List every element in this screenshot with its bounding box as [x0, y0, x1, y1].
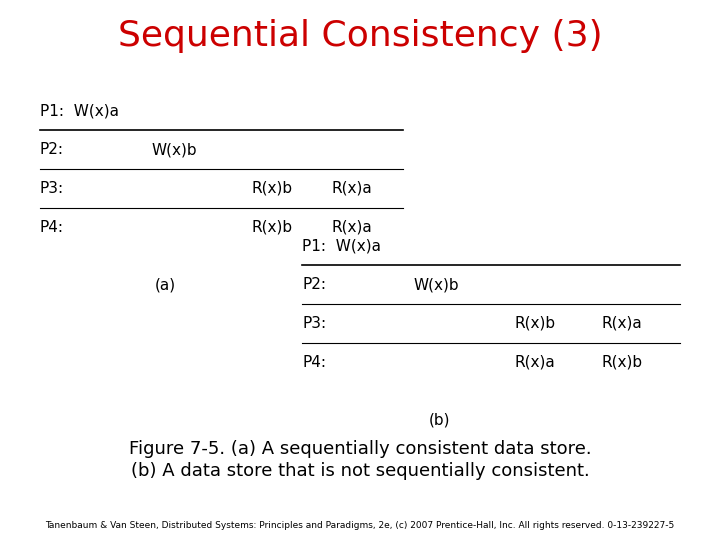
Text: (b): (b) — [428, 412, 450, 427]
Text: R(x)b: R(x)b — [252, 220, 293, 235]
Text: W(x)b: W(x)b — [414, 277, 459, 292]
Text: W(x)b: W(x)b — [151, 142, 197, 157]
Text: Figure 7-5. (a) A sequentially consistent data store.: Figure 7-5. (a) A sequentially consisten… — [129, 440, 591, 458]
Text: (b) A data store that is not sequentially consistent.: (b) A data store that is not sequentiall… — [130, 462, 590, 480]
Text: P1:  W(x)a: P1: W(x)a — [40, 103, 119, 118]
Text: R(x)b: R(x)b — [515, 316, 556, 331]
Text: R(x)a: R(x)a — [601, 316, 642, 331]
Text: P4:: P4: — [40, 220, 63, 235]
Text: P1:  W(x)a: P1: W(x)a — [302, 238, 382, 253]
Text: P3:: P3: — [40, 181, 64, 196]
Text: R(x)a: R(x)a — [331, 181, 372, 196]
Text: Tanenbaum & Van Steen, Distributed Systems: Principles and Paradigms, 2e, (c) 20: Tanenbaum & Van Steen, Distributed Syste… — [45, 521, 675, 530]
Text: R(x)b: R(x)b — [601, 355, 642, 370]
Text: P2:: P2: — [40, 142, 63, 157]
Text: (a): (a) — [155, 277, 176, 292]
Text: P3:: P3: — [302, 316, 327, 331]
Text: P2:: P2: — [302, 277, 326, 292]
Text: R(x)a: R(x)a — [331, 220, 372, 235]
Text: R(x)b: R(x)b — [252, 181, 293, 196]
Text: R(x)a: R(x)a — [515, 355, 556, 370]
Text: P4:: P4: — [302, 355, 326, 370]
Text: Sequential Consistency (3): Sequential Consistency (3) — [117, 19, 603, 53]
